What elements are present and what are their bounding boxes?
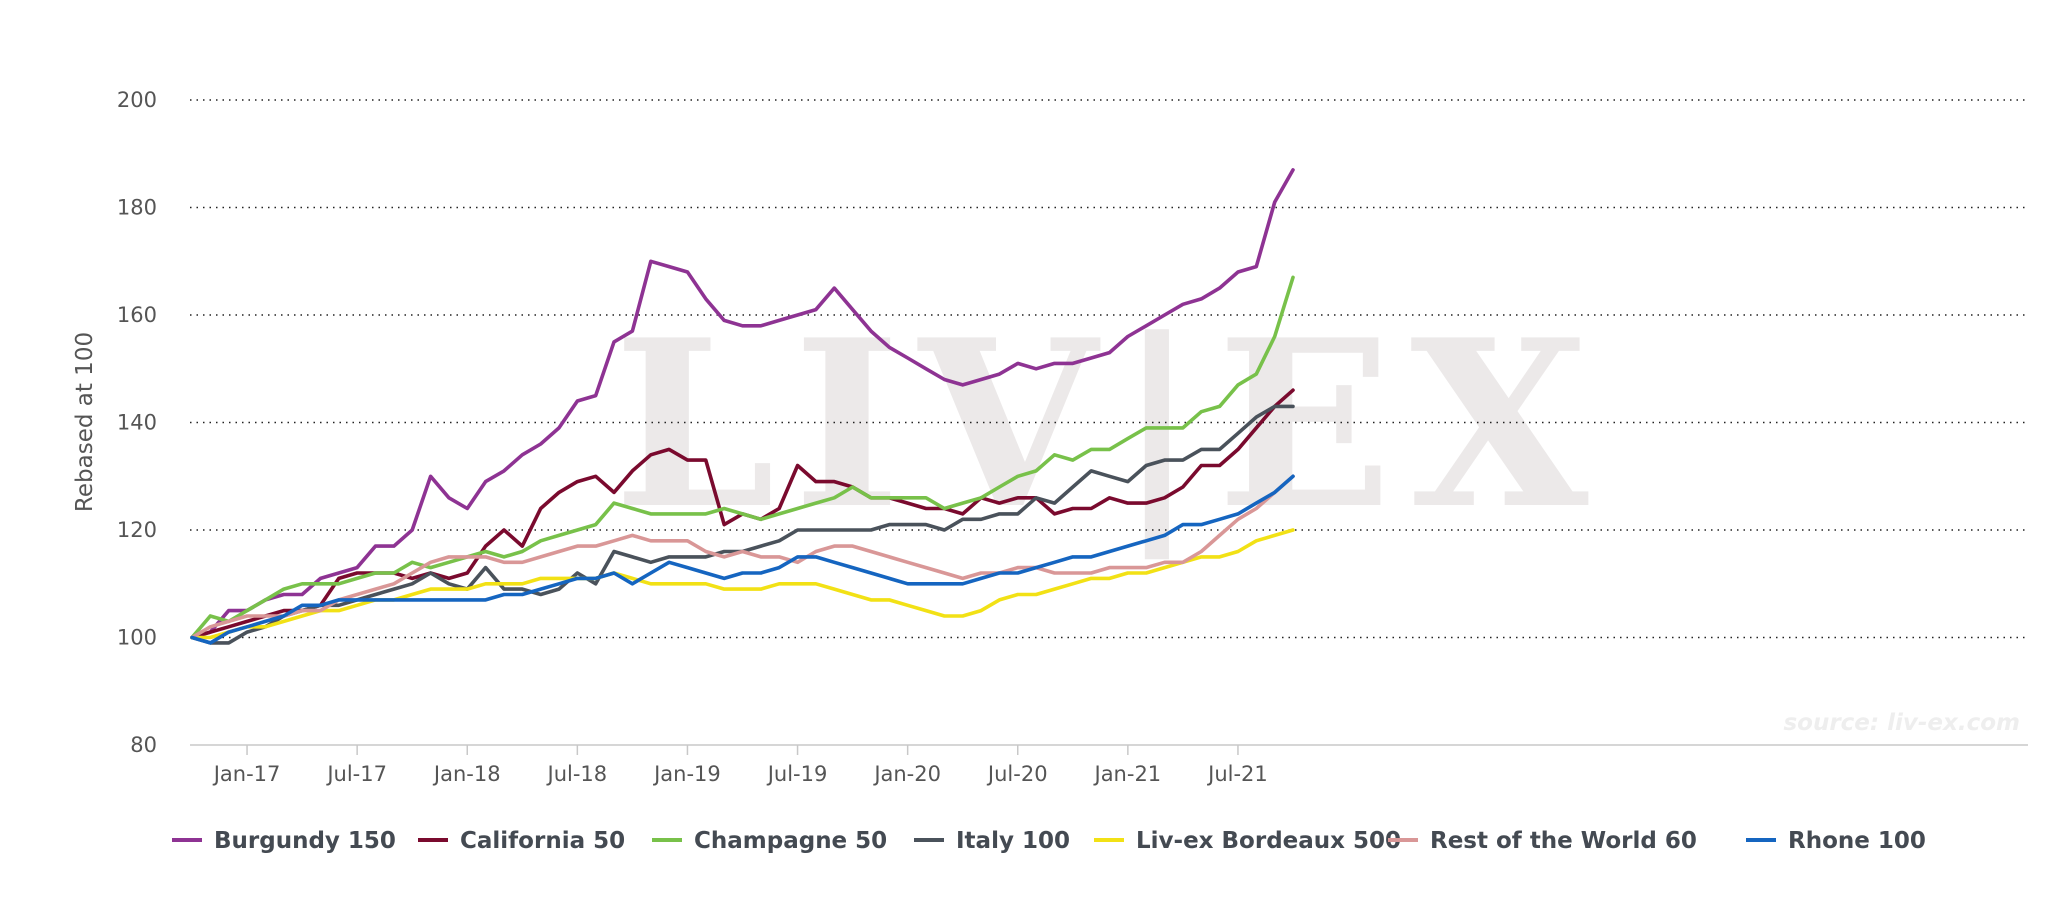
legend-label: Rhone 100	[1788, 828, 1926, 854]
y-tick-label: 200	[117, 88, 157, 112]
series-line-rhone-100	[190, 474, 1295, 645]
legend-item[interactable]: Liv-ex Bordeaux 500	[1094, 828, 1401, 854]
legend-item[interactable]: Rhone 100	[1746, 828, 1926, 854]
y-tick-label: 180	[117, 196, 157, 220]
x-tick-label: Jul-20	[986, 762, 1048, 786]
x-tick-label: Jan-21	[1093, 762, 1162, 786]
legend-label: Liv-ex Bordeaux 500	[1136, 828, 1401, 854]
x-tick-label: Jan-18	[432, 762, 501, 786]
axes: 80 100 120 140 160 180 200 Jan-17 Jul-17 Jan-18 Ju…	[117, 88, 2028, 786]
legend-label: California 50	[460, 828, 625, 854]
legend-label: Rest of the World 60	[1430, 828, 1697, 854]
gridlines	[190, 99, 2028, 639]
y-tick-label: 120	[117, 518, 157, 542]
legend: Burgundy 150 California 50 Champagne 50 Ita…	[172, 828, 1926, 854]
x-tick-label: Jul-21	[1206, 762, 1268, 786]
legend-item[interactable]: Burgundy 150	[172, 828, 396, 854]
series-line-burgundy-150	[190, 168, 1295, 640]
x-tick-label: Jan-20	[872, 762, 941, 786]
legend-item[interactable]: California 50	[418, 828, 625, 854]
legend-item[interactable]: Rest of the World 60	[1388, 828, 1697, 854]
series-lines	[190, 168, 1295, 645]
x-tick-label: Jul-17	[325, 762, 387, 786]
y-tick-label: 160	[117, 303, 157, 327]
source-credit: source: liv-ex.com	[1783, 710, 2020, 736]
series-line-champagne-50	[190, 275, 1295, 640]
legend-item[interactable]: Champagne 50	[652, 828, 887, 854]
y-tick-label: 100	[117, 626, 157, 650]
series-line-rest-of-the-world-60	[190, 474, 1295, 640]
legend-item[interactable]: Italy 100	[914, 828, 1070, 854]
x-tick-label: Jul-18	[546, 762, 608, 786]
legend-label: Champagne 50	[694, 828, 887, 854]
x-tick-label: Jan-17	[212, 762, 281, 786]
legend-label: Burgundy 150	[214, 828, 396, 854]
y-axis-title: Rebased at 100	[72, 332, 98, 512]
x-tick-label: Jul-19	[766, 762, 828, 786]
y-tick-label: 80	[130, 733, 157, 757]
x-tick-label: Jan-19	[652, 762, 721, 786]
legend-label: Italy 100	[956, 828, 1070, 854]
y-tick-label: 140	[117, 411, 157, 435]
